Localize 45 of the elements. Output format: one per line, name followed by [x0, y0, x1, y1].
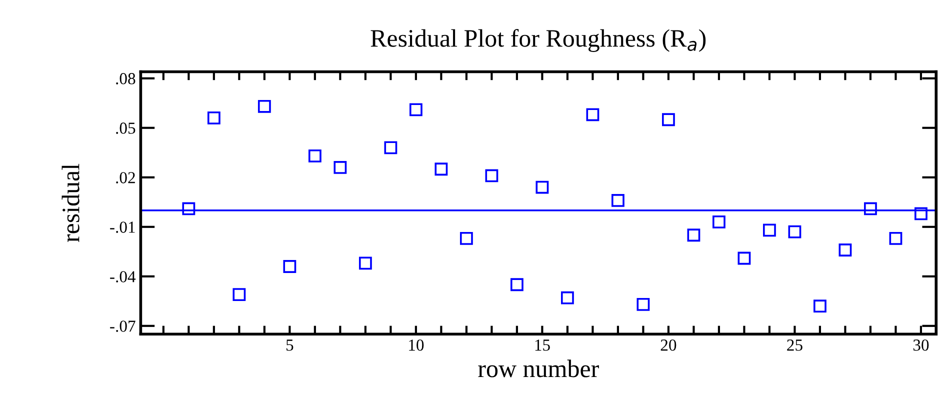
point: [586, 108, 600, 122]
y-tick-label: -.01: [110, 222, 135, 233]
y-tick-label: .05: [116, 122, 136, 134]
x-tick-label: 25: [787, 340, 802, 351]
point: [308, 149, 322, 162]
point: [510, 278, 524, 292]
point: [611, 194, 624, 207]
point: [687, 228, 700, 242]
point: [788, 225, 802, 238]
y-tick-label: -.07: [110, 320, 136, 332]
point: [334, 161, 347, 174]
x-axis-title: row number: [478, 360, 599, 378]
x-tick-label: 20: [660, 339, 676, 351]
chart-title: Residual Plot for Roughness (R$_{a}$): [370, 29, 706, 52]
point: [258, 100, 271, 113]
point: [560, 291, 574, 304]
point: [738, 252, 751, 265]
point: [485, 169, 498, 182]
point: [712, 215, 726, 228]
x-tick-label: 10: [409, 339, 424, 351]
point: [662, 113, 675, 126]
x-tick-label: 5: [286, 340, 294, 351]
point: [409, 103, 422, 116]
point: [536, 180, 549, 194]
point: [889, 232, 902, 245]
point: [358, 256, 372, 270]
y-tick-label: .08: [116, 73, 136, 84]
point: [838, 244, 852, 256]
y-tick-label: -.04: [110, 271, 136, 282]
point: [460, 232, 473, 245]
point: [207, 112, 220, 124]
point: [384, 141, 398, 154]
y-axis-title: residual: [62, 164, 80, 242]
x-tick-label: 15: [535, 340, 550, 351]
y-tick-label: .02: [116, 172, 135, 184]
point: [434, 162, 448, 176]
point: [763, 224, 776, 237]
point: [864, 202, 877, 216]
point: [636, 298, 650, 311]
point: [182, 202, 196, 216]
point: [814, 300, 826, 313]
point: [283, 260, 296, 273]
point: [914, 207, 928, 220]
x-tick-label: 30: [913, 339, 929, 351]
point: [232, 288, 246, 302]
